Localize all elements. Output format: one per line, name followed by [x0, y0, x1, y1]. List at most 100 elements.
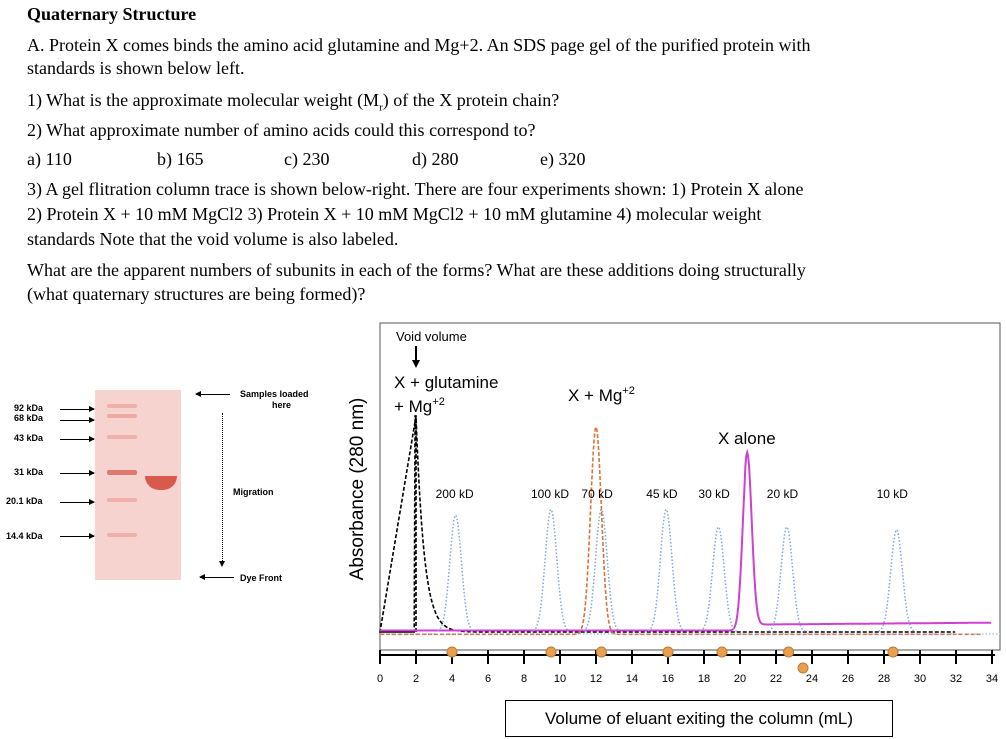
arrow-icon [60, 470, 95, 476]
x-tick-label: 32 [950, 673, 962, 685]
fraction-marker [887, 646, 899, 658]
mg-label: X + Mg+2 [568, 385, 635, 405]
x-tick-label: 0 [377, 673, 383, 685]
x-tick-label: 16 [662, 673, 674, 685]
question-intro: A. Protein X comes binds the amino acid … [27, 35, 811, 55]
glutamine-label-2: + Mg+2 [394, 396, 445, 416]
standard-peak-4 [700, 525, 737, 632]
standard-peak-2 [582, 508, 620, 632]
choice-c: c) 230 [284, 149, 330, 169]
choice-b: b) 165 [157, 149, 204, 169]
question-1: 1) What is the approximate molecular wei… [27, 89, 559, 119]
standard-label-5: 20 kD [767, 487, 799, 501]
marker-68: 68 kDa [14, 413, 44, 423]
question-1-sub: r [379, 101, 383, 114]
trace-1 [380, 424, 983, 636]
fraction-marker [595, 646, 607, 658]
void-volume-label: Void volume [396, 329, 467, 344]
superscript: +2 [432, 396, 445, 408]
protein-x-band [145, 476, 177, 490]
standard-peak-3 [647, 508, 685, 632]
standard-peak-1 [532, 508, 570, 632]
x-tick-label: 10 [554, 673, 566, 685]
page-title: Quaternary Structure [27, 4, 197, 24]
x-alone-label: X alone [718, 429, 776, 448]
x-tick-label: 4 [449, 673, 455, 685]
arrow-icon [60, 533, 95, 539]
question-4: What are the apparent numbers of subunit… [27, 260, 806, 280]
standard-label-4: 30 kD [698, 487, 730, 501]
standard-label-6: 10 kD [877, 487, 909, 501]
samples-loaded-label-2: here [272, 400, 292, 410]
fraction-marker [716, 646, 728, 658]
x-tick-label: 12 [590, 673, 602, 685]
question-2: 2) What approximate number of amino acid… [27, 120, 536, 140]
standard-peak-0 [437, 513, 474, 632]
question-1-tail: ) of the X protein chain? [382, 90, 560, 110]
x-tick-label: 18 [698, 673, 710, 685]
fraction-marker [662, 646, 674, 658]
band-43 [107, 435, 137, 439]
samples-loaded-label: Samples loaded [240, 389, 309, 399]
band-20 [107, 498, 137, 502]
migration-label: Migration [233, 487, 274, 497]
x-tick-label: 20 [734, 673, 746, 685]
standard-label-3: 45 kD [646, 487, 678, 501]
standard-label-1: 100 kD [531, 487, 569, 501]
question-intro-cont: standards is shown below left. [27, 58, 245, 78]
question-4-cont: (what quaternary structures are being fo… [27, 284, 366, 304]
band-68 [107, 414, 137, 418]
band-14 [107, 533, 137, 537]
trace-0 [379, 415, 956, 633]
arrow-icon [199, 574, 234, 580]
fraction-marker [783, 646, 795, 658]
standard-peak-5 [768, 525, 806, 632]
x-tick-label: 28 [878, 673, 890, 685]
question-1-text: 1) What is the approximate molecular wei… [27, 90, 380, 110]
x-tick-label: 2 [413, 673, 419, 685]
marker-31: 31 kDa [14, 467, 44, 477]
x-tick-label: 14 [626, 673, 638, 685]
mg-text: X + Mg [568, 386, 622, 405]
trace-2 [380, 448, 992, 632]
fraction-marker [545, 646, 557, 658]
x-tick-label: 8 [521, 673, 527, 685]
choice-e: e) 320 [540, 149, 586, 169]
void-arrowhead-icon [412, 360, 420, 368]
x-tick-label: 26 [842, 673, 854, 685]
marker-92: 92 kDa [14, 403, 44, 413]
standard-label-2: 70 kD [581, 487, 613, 501]
marker-14: 14.4 kDa [6, 531, 43, 541]
band-92 [107, 404, 137, 408]
arrow-icon [60, 436, 95, 442]
question-3-note: standards Note that the void volume is a… [27, 229, 399, 249]
arrowhead-icon [219, 561, 225, 567]
choice-d: d) 280 [412, 149, 459, 169]
glutamine-label: X + glutamine [394, 373, 498, 392]
marker-20: 20.1 kDa [6, 496, 43, 506]
band-31 [107, 470, 137, 475]
glutamine-mg: + Mg [394, 397, 432, 416]
arrow-icon [60, 499, 95, 505]
x-tick-label: 6 [485, 673, 491, 685]
arrow-icon [60, 417, 95, 423]
x-tick-label: 24 [806, 673, 818, 685]
superscript: +2 [622, 385, 635, 397]
standard-peak-6 [878, 528, 915, 632]
fraction-marker [797, 662, 809, 674]
fraction-marker [446, 646, 458, 658]
arrow-icon [60, 406, 95, 412]
sds-page-gel [95, 390, 181, 580]
migration-arrow-icon [222, 413, 223, 563]
dye-front-label: Dye Front [240, 573, 283, 583]
standard-label-0: 200 kD [436, 487, 474, 501]
choice-a: a) 110 [27, 149, 72, 169]
y-axis-label: Absorbance (280 nm) [347, 397, 368, 581]
x-tick-label: 30 [914, 673, 926, 685]
question-3-cont: 2) Protein X + 10 mM MgCl2 3) Protein X … [27, 204, 762, 224]
marker-43: 43 kDa [14, 433, 44, 443]
x-tick-label: 34 [986, 673, 998, 685]
x-tick-label: 22 [770, 673, 782, 685]
question-3: 3) A gel flitration column trace is show… [27, 179, 804, 199]
